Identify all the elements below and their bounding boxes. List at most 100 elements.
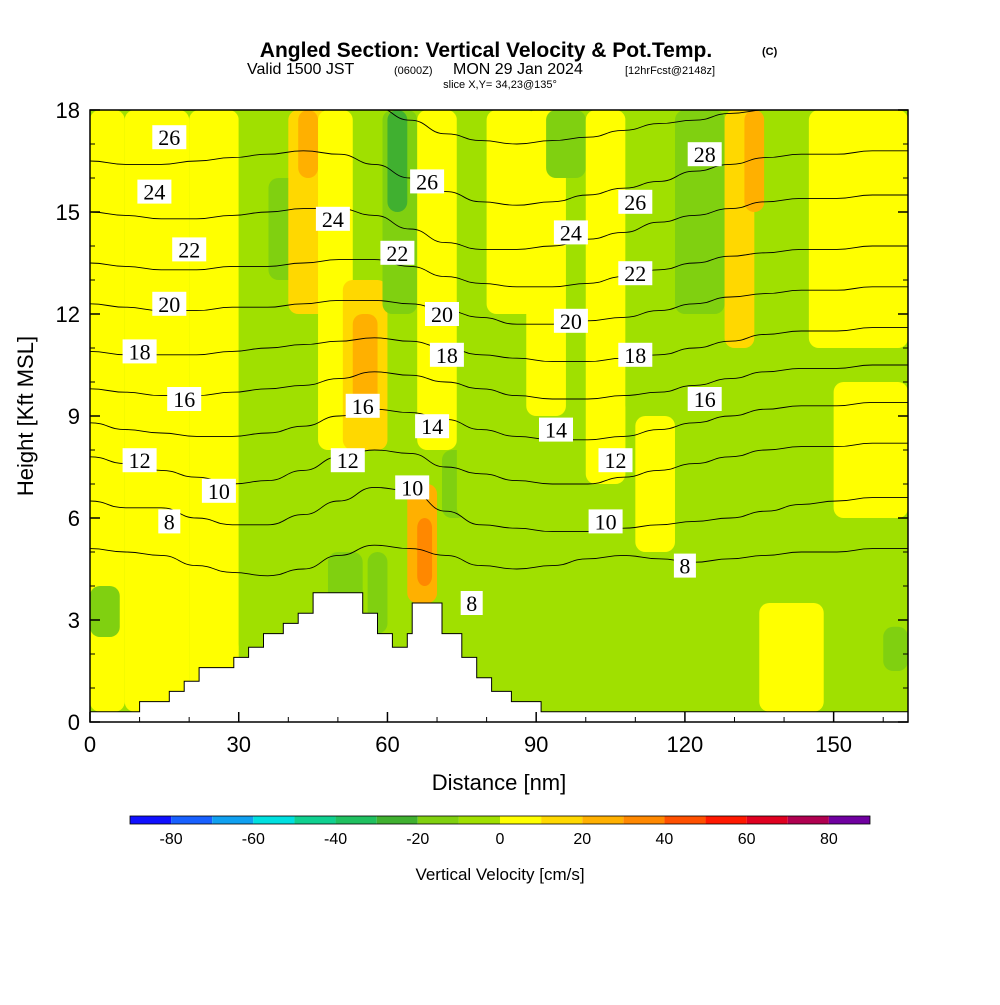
velocity-region	[744, 110, 765, 212]
colorbar-segment	[500, 816, 542, 824]
contour-label-text: 20	[560, 309, 582, 334]
theta-contour-line	[90, 544, 908, 577]
velocity-region	[536, 552, 908, 712]
contour-label-box	[315, 206, 350, 231]
theta-contour-line	[90, 401, 908, 441]
contour-label-text: 12	[337, 448, 359, 473]
colorbar-segment	[458, 816, 500, 824]
contour-label-box	[345, 393, 380, 418]
contour-label: 24	[553, 220, 588, 245]
contour-label-box	[618, 261, 653, 286]
contour-label: 22	[618, 261, 653, 286]
contour-label: 28	[687, 142, 722, 167]
y-tick-label: 12	[56, 302, 80, 327]
theta-contour-line	[90, 245, 908, 288]
contour-label: 22	[380, 240, 415, 266]
contour-label: 24	[315, 206, 350, 232]
contour-label-box	[539, 417, 573, 442]
contour-label-text: 8	[164, 509, 175, 534]
copyright-mark: (C)	[762, 46, 778, 58]
contour-label: 8	[460, 591, 483, 616]
contour-label-text: 12	[129, 448, 151, 473]
contour-label: 20	[425, 302, 459, 327]
contour-label: 10	[395, 475, 430, 500]
chart-title-main: Angled Section: Vertical Velocity & Pot.…	[260, 39, 712, 62]
x-tick-label: 60	[375, 732, 399, 757]
velocity-region	[635, 416, 675, 552]
plot-area	[90, 110, 908, 722]
valid-prefix: Valid 1500 JST	[247, 61, 355, 78]
contour-label: 12	[598, 448, 633, 473]
velocity-region	[526, 110, 566, 416]
velocity-region	[90, 110, 125, 712]
colorbar-segment	[294, 816, 336, 824]
contour-label-box	[167, 387, 202, 411]
y-tick-label: 0	[68, 710, 80, 735]
velocity-region	[327, 552, 363, 603]
colorbar-segment	[623, 816, 665, 824]
x-tick-label: 90	[524, 732, 548, 757]
x-axis: 0 30 60 90 120 150	[84, 712, 884, 757]
colorbar-segment	[541, 816, 583, 824]
colorbar-tick-label: 0	[496, 831, 505, 848]
colorbar: -80 -60 -40 -20 0 20 40 60 80	[129, 815, 871, 848]
contour-label-text: 16	[694, 387, 716, 412]
colorbar-segment	[746, 816, 788, 824]
x-axis-label: Distance [nm]	[432, 770, 567, 795]
y-tick-label: 18	[56, 98, 80, 123]
contour-label-box	[410, 169, 445, 194]
colorbar-segment	[582, 816, 624, 824]
contour-label-box	[395, 475, 430, 500]
colorbar-frame	[129, 815, 871, 825]
contour-label-box	[429, 342, 464, 367]
valid-date: MON 29 Jan 2024	[453, 61, 583, 78]
theta-contour-line	[90, 286, 908, 325]
colorbar-tick-label: 40	[656, 831, 674, 848]
contour-label-box	[415, 414, 450, 439]
contour-label: 20	[152, 291, 187, 317]
colorbar-tick-label: 20	[573, 831, 591, 848]
contour-label-text: 26	[416, 169, 438, 194]
contour-label-box	[460, 591, 483, 615]
velocity-region	[298, 110, 319, 178]
colorbar-segment	[335, 816, 377, 824]
contour-label: 14	[415, 414, 450, 439]
contour-label-box	[687, 142, 722, 167]
colorbar-tick-label: -60	[242, 831, 265, 848]
colorbar-label: Vertical Velocity [cm/s]	[415, 865, 584, 884]
contour-label-box	[425, 302, 459, 326]
contour-label-text: 16	[352, 394, 374, 419]
colorbar-segment	[212, 816, 254, 824]
contour-label-text: 20	[431, 302, 453, 327]
velocity-region	[759, 603, 824, 712]
theta-contour-line	[90, 327, 908, 363]
contour-label-text: 24	[143, 180, 165, 205]
contour-label: 16	[687, 387, 722, 412]
contour-label-box	[158, 509, 181, 534]
contour-label-box	[673, 553, 696, 578]
theta-contour-line	[90, 150, 908, 206]
contour-label: 12	[330, 448, 365, 473]
forecast-info: [12hrFcst@2148z]	[625, 65, 715, 77]
velocity-region	[585, 110, 626, 484]
contour-label: 18	[429, 342, 464, 368]
colorbar-segment	[171, 816, 213, 824]
contour-label-box	[152, 291, 187, 316]
contour-label-box	[687, 387, 722, 411]
velocity-region	[883, 626, 908, 671]
x-tick-label: 30	[226, 732, 250, 757]
contour-label-text: 26	[158, 125, 180, 150]
valid-utc: (0600Z)	[394, 65, 433, 77]
contour-label: 10	[201, 478, 236, 504]
y-tick-label: 3	[68, 608, 80, 633]
contour-label: 22	[172, 237, 207, 262]
velocity-region	[546, 110, 586, 178]
contour-label-box	[588, 509, 623, 534]
contour-label-text: 10	[401, 475, 423, 500]
contour-label-text: 26	[624, 190, 646, 215]
contour-label-box	[201, 478, 236, 503]
colorbar-segment	[376, 816, 418, 824]
contour-label: 18	[618, 342, 653, 368]
colorbar-segment	[787, 816, 829, 824]
